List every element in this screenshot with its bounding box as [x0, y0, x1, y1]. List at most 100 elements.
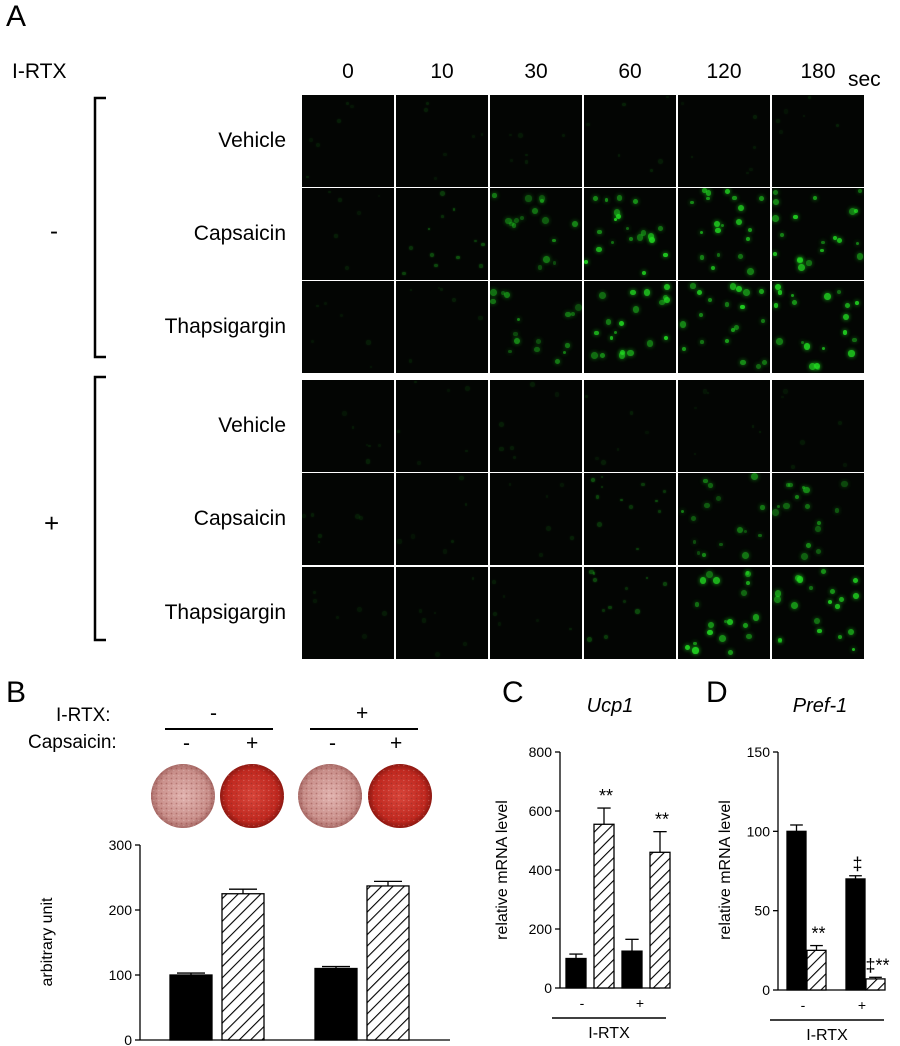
- cell-signal: [774, 283, 782, 290]
- cell-signal: [604, 634, 608, 639]
- cell-signal: [776, 338, 783, 345]
- cell-signal: [574, 303, 582, 311]
- cell-signal: [772, 215, 779, 222]
- cell-signal: [510, 446, 515, 451]
- cell-signal: [755, 364, 761, 370]
- cell-signal: [490, 289, 498, 297]
- chart-title: Pref-1: [793, 695, 847, 717]
- cell-signal: [793, 214, 799, 220]
- cell-signal: [500, 291, 505, 296]
- cell-signal: [513, 331, 518, 337]
- cell-signal: [644, 430, 649, 435]
- cell-signal: [806, 260, 812, 266]
- cell-signal: [681, 102, 684, 105]
- cell-signal: [350, 104, 354, 109]
- panel-b-caps-sign-2: +: [246, 732, 259, 755]
- cell-signal: [758, 288, 765, 295]
- cell-signal: [517, 132, 523, 138]
- cell-signal: [536, 339, 541, 345]
- panel-d-letter: D: [706, 676, 728, 709]
- cell-signal: [344, 265, 349, 270]
- cell-signal: [337, 119, 342, 124]
- cell-signal: [841, 480, 848, 488]
- cell-signal: [690, 200, 694, 204]
- cell-signal: [418, 608, 423, 613]
- panel-b-capsaicin-label: Capsaicin:: [28, 732, 117, 753]
- cell-signal: [815, 548, 822, 555]
- cell-signal: [705, 190, 712, 197]
- x-tick-label: +: [858, 997, 866, 1013]
- cell-signal: [416, 460, 422, 466]
- cell-signal: [851, 337, 857, 343]
- fluorescence-image: [772, 567, 864, 659]
- cell-signal: [593, 578, 598, 583]
- cell-signal: [355, 514, 360, 520]
- y-tick-label: 400: [529, 862, 553, 878]
- cell-signal: [664, 283, 671, 290]
- cell-signal: [368, 444, 371, 448]
- cell-signal: [848, 628, 855, 636]
- cell-signal: [664, 335, 669, 340]
- cell-signal: [706, 196, 710, 201]
- cell-signal: [746, 268, 754, 275]
- cell-signal: [584, 394, 589, 398]
- y-tick-label: 600: [529, 803, 553, 819]
- cell-signal: [706, 570, 714, 578]
- cell-signal: [397, 539, 402, 544]
- cell-signal: [597, 521, 603, 527]
- cell-signal: [832, 236, 837, 241]
- cell-signal: [836, 289, 841, 294]
- cell-signal: [694, 602, 700, 608]
- cell-signal: [778, 639, 782, 643]
- cell-signal: [727, 618, 734, 625]
- cell-signal: [843, 463, 848, 468]
- cell-signal: [801, 340, 805, 344]
- cell-signal: [308, 137, 313, 142]
- cell-signal: [773, 199, 780, 205]
- cell-signal: [478, 315, 483, 321]
- fluorescence-image: [490, 188, 582, 280]
- cell-signal: [509, 133, 512, 137]
- cell-signal: [632, 198, 638, 204]
- cell-signal: [854, 301, 859, 305]
- fluorescence-image: [490, 473, 582, 565]
- cell-signal: [502, 595, 506, 598]
- cell-signal: [790, 602, 798, 610]
- cell-signal: [429, 252, 434, 257]
- cell-signal: [492, 193, 497, 198]
- cell-signal: [630, 289, 636, 296]
- well-3: [298, 764, 362, 828]
- cell-signal: [680, 510, 684, 514]
- significance-marker: ‡: [852, 854, 862, 874]
- cell-signal: [335, 615, 339, 619]
- fluorescence-image: [772, 188, 864, 280]
- cell-signal: [740, 359, 746, 366]
- cell-signal: [408, 359, 413, 364]
- cell-signal: [434, 652, 440, 657]
- cell-signal: [565, 343, 570, 348]
- cell-signal: [640, 230, 647, 236]
- cell-signal: [701, 553, 706, 558]
- cell-signal: [681, 346, 687, 352]
- cell-signal: [525, 153, 528, 156]
- cell-signal: [463, 641, 468, 646]
- x-axis-label: I-RTX: [806, 1027, 848, 1044]
- cell-signal: [839, 596, 845, 602]
- fluorescence-image: [584, 380, 676, 472]
- cell-signal: [851, 647, 856, 652]
- fluorescence-image: [302, 95, 394, 187]
- cell-signal: [481, 242, 485, 247]
- panel-b-caps-sign-4: +: [390, 732, 403, 755]
- cell-signal: [377, 444, 381, 448]
- cell-signal: [666, 95, 670, 99]
- bar: [565, 957, 587, 989]
- cell-signal: [424, 108, 429, 112]
- cell-signal: [537, 265, 543, 271]
- well-1: [151, 764, 215, 828]
- fluorescence-image: [678, 188, 770, 280]
- cell-signal: [800, 552, 808, 560]
- cell-signal: [783, 503, 790, 510]
- row-label: Thapsigargin: [164, 315, 286, 338]
- cell-signal: [797, 257, 803, 263]
- cell-signal: [365, 443, 369, 447]
